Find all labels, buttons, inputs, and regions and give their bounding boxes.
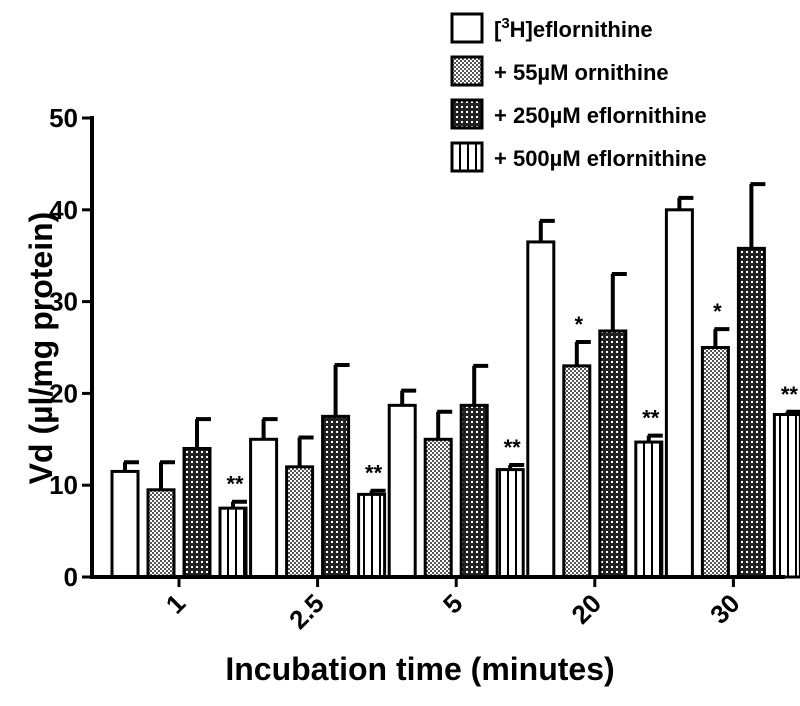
error-bar — [785, 409, 800, 415]
x-tick-label: 5 — [437, 588, 468, 619]
significance-marker: ** — [365, 461, 383, 486]
bar — [387, 403, 417, 579]
bar — [110, 469, 140, 579]
error-bar — [472, 363, 489, 406]
bar — [526, 240, 556, 579]
x-tick-label: 20 — [565, 588, 607, 630]
legend-swatch — [450, 141, 484, 173]
significance-marker: * — [575, 312, 584, 337]
error-bar — [713, 327, 730, 348]
legend: [3H]eflornithine + 55µM ornithine + 250µM … — [450, 12, 707, 173]
legend-label: + 500µM eflornithine — [494, 146, 707, 171]
legend-swatch — [450, 12, 484, 44]
y-tick-label: 0 — [64, 562, 78, 592]
significance-marker: ** — [504, 435, 522, 460]
error-bar — [195, 417, 211, 449]
y-tick-label: 20 — [49, 378, 78, 408]
error-bar — [159, 460, 175, 490]
error-bar — [261, 417, 278, 440]
significance-marker: ** — [226, 472, 244, 497]
y-tick-label: 30 — [49, 287, 78, 317]
error-bar — [400, 388, 417, 406]
error-bar — [749, 182, 766, 249]
bars-group: ** ********** — [110, 182, 800, 579]
error-bar — [297, 435, 314, 467]
bar — [357, 492, 387, 579]
y-tick-label: 50 — [49, 103, 78, 133]
y-axis-title: Vd (µl/mg protein) — [23, 212, 59, 485]
bar — [182, 446, 212, 579]
error-bar — [436, 409, 453, 440]
legend-label: + 250µM eflornithine — [494, 103, 707, 128]
x-tick-label: 30 — [704, 588, 746, 630]
legend-swatch — [450, 98, 484, 130]
bar — [736, 246, 766, 579]
significance-marker: ** — [642, 406, 660, 431]
bar — [664, 208, 694, 579]
bar — [459, 403, 489, 579]
error-bar — [369, 488, 386, 495]
bar — [700, 346, 730, 579]
bar — [634, 440, 664, 579]
legend-swatch — [450, 55, 484, 87]
error-bar — [646, 433, 663, 443]
error-bar — [610, 272, 627, 331]
bar — [598, 329, 628, 579]
bar — [285, 465, 315, 579]
bar — [321, 414, 351, 579]
bar — [562, 364, 592, 579]
legend-label: + 55µM ornithine — [494, 60, 669, 85]
significance-marker: * — [713, 299, 722, 324]
bar — [423, 437, 453, 579]
y-tick-label: 10 — [49, 470, 78, 500]
x-tick-label: 2.5 — [283, 588, 330, 635]
bar — [218, 506, 248, 579]
error-bar — [333, 362, 350, 417]
error-bar — [123, 460, 139, 472]
error-bar — [574, 339, 591, 366]
x-tick-label: 1 — [160, 588, 191, 619]
bar — [495, 468, 525, 579]
error-bar — [538, 218, 555, 242]
legend-label: [3H]eflornithine — [494, 15, 653, 42]
significance-marker: ** — [781, 382, 799, 407]
error-bar — [677, 195, 694, 210]
error-bar — [231, 499, 247, 509]
bar — [772, 413, 800, 579]
y-tick-label: 40 — [49, 195, 78, 225]
bar — [146, 488, 176, 579]
bar — [249, 437, 279, 579]
x-axis-title: Incubation time (minutes) — [225, 651, 614, 687]
error-bar — [508, 463, 525, 470]
